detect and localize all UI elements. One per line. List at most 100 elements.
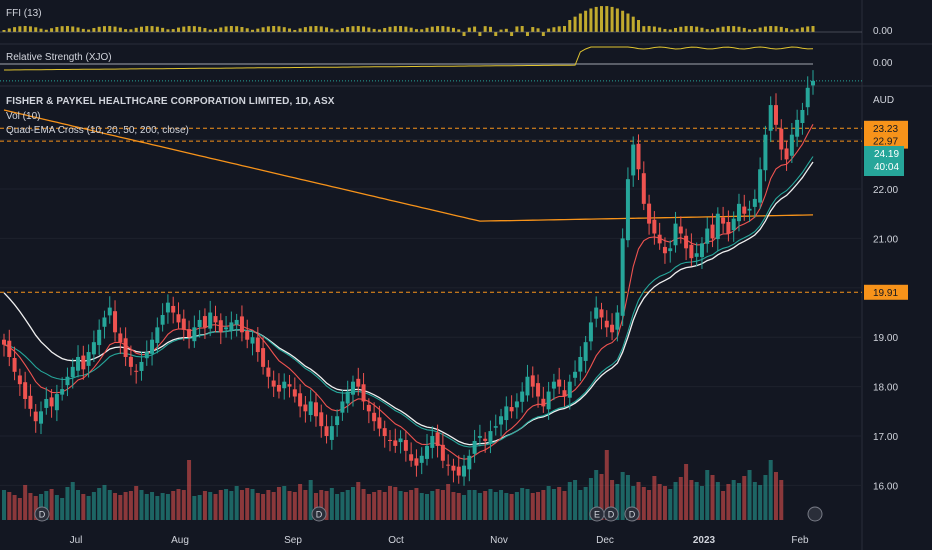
volume-bar xyxy=(192,496,197,520)
ffi-bar xyxy=(562,26,566,32)
candle-body xyxy=(583,342,588,361)
ffi-pane-title: FFI (13) xyxy=(6,8,42,19)
volume-bar xyxy=(7,492,12,520)
event-marker-label: D xyxy=(39,510,46,520)
ffi-bar xyxy=(679,26,683,32)
price-level-tag xyxy=(864,120,908,136)
ffi-bar xyxy=(203,28,207,32)
ffi-bar xyxy=(790,29,794,32)
x-tick-label: 2023 xyxy=(693,535,716,546)
ffi-bar xyxy=(76,27,80,32)
candle-body xyxy=(425,445,430,459)
volume-bar xyxy=(165,494,170,520)
candle-body xyxy=(493,426,498,428)
ffi-bar xyxy=(626,13,630,32)
volume-bar xyxy=(366,494,371,520)
ffi-bar xyxy=(637,20,641,32)
candle-body xyxy=(599,309,604,318)
ffi-bar xyxy=(674,27,678,32)
ema-indicator-label[interactable]: Quad-EMA Cross (10, 20, 50, 200, close) xyxy=(6,125,189,136)
candle-body xyxy=(551,381,556,389)
current-price-tag: 24.19 40:04 xyxy=(864,146,904,176)
candle-body xyxy=(477,436,482,438)
candle-body xyxy=(795,119,800,137)
symbol-title: FISHER & PAYKEL HEALTHCARE CORPORATION L… xyxy=(6,96,335,107)
y-tick-label: 22.00 xyxy=(873,185,898,196)
ffi-bar xyxy=(494,32,498,36)
candle-body xyxy=(229,322,234,331)
volume-bar xyxy=(430,491,435,520)
volume-bar xyxy=(298,484,303,520)
ffi-bar xyxy=(594,6,598,32)
candle-body xyxy=(504,406,509,421)
ffi-bar xyxy=(145,26,149,32)
volume-bar xyxy=(123,492,128,520)
volume-bar xyxy=(662,486,667,520)
candle-body xyxy=(398,438,403,443)
ffi-bar xyxy=(87,29,91,32)
ffi-bar xyxy=(60,26,64,32)
ffi-bar xyxy=(610,6,614,32)
candle-body xyxy=(662,246,667,254)
ffi-bar xyxy=(409,27,413,32)
volume-bar xyxy=(594,470,599,520)
candle-body xyxy=(800,110,805,124)
candle-body xyxy=(245,330,250,340)
candle-body xyxy=(731,218,736,231)
ffi-bar xyxy=(303,27,307,32)
ffi-bar xyxy=(192,26,196,32)
volume-bar xyxy=(33,496,38,520)
ffi-bar xyxy=(155,26,159,32)
volume-bar xyxy=(398,491,403,520)
volume-bar xyxy=(467,490,472,520)
volume-bar xyxy=(76,490,81,520)
candle-body xyxy=(525,376,530,396)
volume-bar xyxy=(197,495,202,520)
volume-bar xyxy=(12,495,17,520)
ffi-bar xyxy=(441,26,445,32)
candle-body xyxy=(213,316,218,323)
candle-body xyxy=(488,431,493,444)
candle-body xyxy=(578,356,583,372)
volume-indicator-label[interactable]: Vol (10) xyxy=(6,111,41,122)
volume-bar xyxy=(530,493,535,520)
volume-bar xyxy=(224,489,229,520)
candle-body xyxy=(736,203,741,222)
ffi-bar xyxy=(726,26,730,32)
candle-body xyxy=(747,208,752,211)
candle-body xyxy=(742,206,747,214)
candle-body xyxy=(134,370,139,372)
ffi-bar xyxy=(288,28,292,32)
y-tick-label: 21.00 xyxy=(873,234,898,245)
candle-body xyxy=(610,324,615,333)
candle-body xyxy=(350,381,355,395)
ffi-bar xyxy=(245,28,249,32)
candle-body xyxy=(784,148,789,160)
volume-bar xyxy=(49,489,54,520)
candle-body xyxy=(356,378,361,387)
candle-body xyxy=(467,455,472,470)
ffi-bar xyxy=(499,29,503,32)
ffi-bar xyxy=(383,27,387,32)
ffi-bar xyxy=(256,28,260,32)
ffi-bar xyxy=(658,27,662,32)
volume-bar xyxy=(261,494,266,520)
x-tick-label: Nov xyxy=(490,535,508,546)
candle-body xyxy=(588,322,593,342)
volume-bar xyxy=(514,492,519,520)
volume-bar xyxy=(171,491,176,520)
volume-bar xyxy=(250,489,255,520)
volume-bar xyxy=(763,475,768,520)
candle-body xyxy=(372,412,377,422)
ffi-bar xyxy=(161,27,165,32)
volume-bar xyxy=(102,485,107,520)
ffi-bar xyxy=(446,26,450,32)
candle-body xyxy=(255,337,260,353)
volume-bar xyxy=(276,487,281,520)
ffi-bar xyxy=(92,28,96,32)
ffi-bar xyxy=(18,26,22,32)
candle-body xyxy=(615,312,620,330)
candle-body xyxy=(446,464,451,466)
volume-bar xyxy=(446,484,451,520)
